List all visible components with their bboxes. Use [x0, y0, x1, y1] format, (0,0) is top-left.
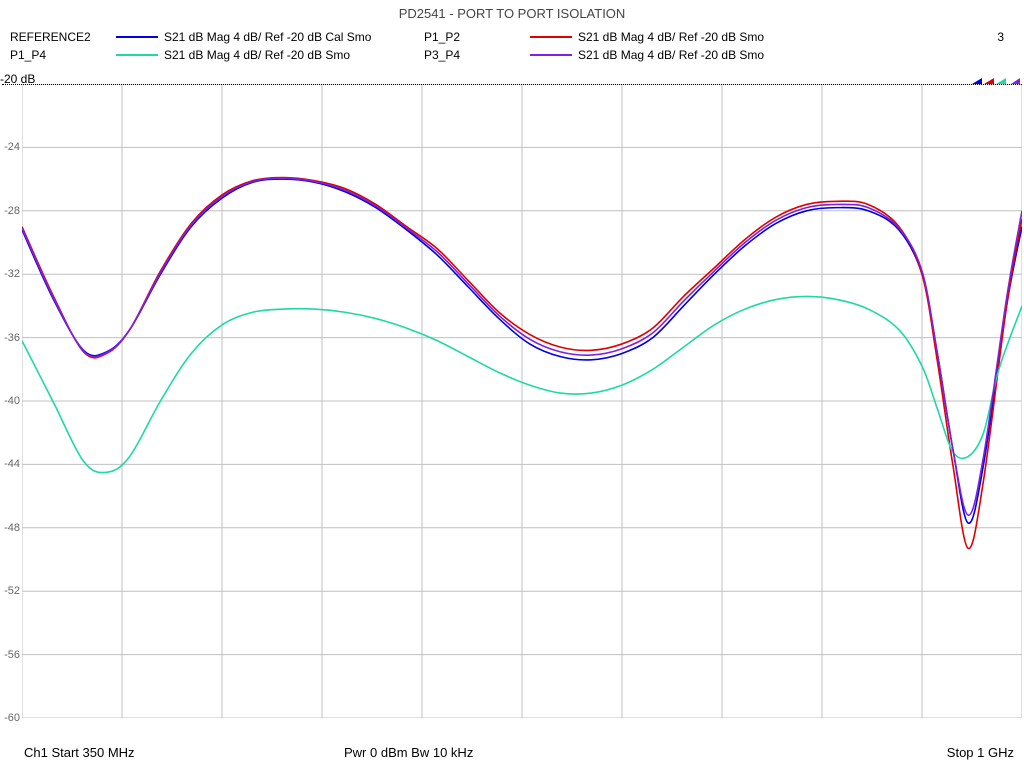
legend-swatch-0: [116, 36, 158, 38]
legend-name-0: REFERENCE2: [10, 28, 110, 46]
footer-end: Stop 1 GHz: [947, 745, 1014, 760]
legend: REFERENCE2 S21 dB Mag 4 dB/ Ref -20 dB C…: [10, 28, 1014, 64]
footer: Ch1 Start 350 MHz Pwr 0 dBm Bw 10 kHz St…: [24, 745, 1014, 760]
legend-desc-3: S21 dB Mag 4 dB/ Ref -20 dB Smo: [578, 46, 828, 64]
footer-mid: Pwr 0 dBm Bw 10 kHz: [344, 745, 473, 760]
legend-swatch-1: [530, 36, 572, 38]
legend-name-1: P1_P2: [424, 28, 524, 46]
reference-line: [2, 84, 1022, 85]
legend-desc-1: S21 dB Mag 4 dB/ Ref -20 dB Smo: [578, 28, 828, 46]
legend-desc-0: S21 dB Mag 4 dB/ Ref -20 dB Cal Smo: [164, 28, 414, 46]
chart-title: PD2541 - PORT TO PORT ISOLATION: [0, 0, 1024, 21]
legend-name-3: P3_P4: [424, 46, 524, 64]
legend-swatch-2: [116, 54, 158, 56]
chart-plot-area: [22, 84, 1022, 718]
legend-desc-2: S21 dB Mag 4 dB/ Ref -20 dB Smo: [164, 46, 414, 64]
chart-svg: [22, 84, 1022, 718]
legend-name-2: P1_P4: [10, 46, 110, 64]
top-right-number: 3: [997, 28, 1004, 46]
legend-swatch-3: [530, 54, 572, 56]
footer-start: Ch1 Start 350 MHz: [24, 745, 135, 760]
